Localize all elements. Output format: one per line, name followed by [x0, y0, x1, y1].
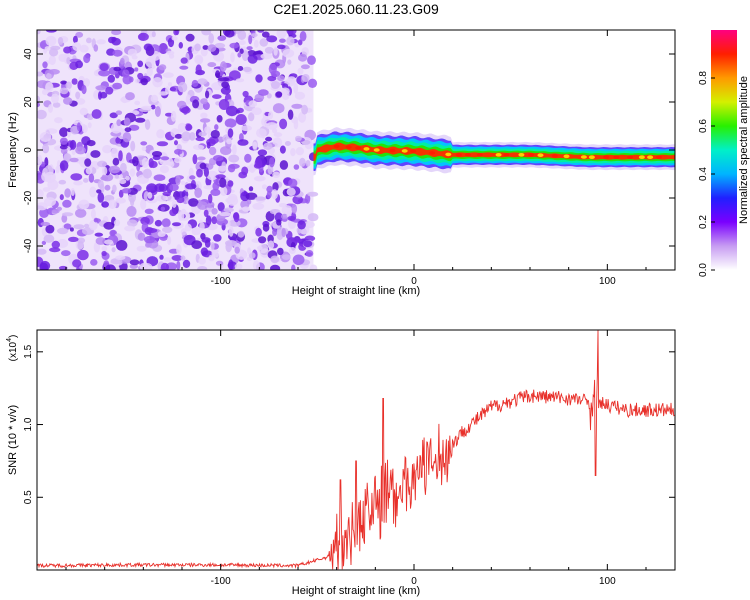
spectrogram-x-tick-label: 100 [599, 276, 616, 287]
ridge-hotspot [363, 147, 370, 151]
ridge-hotspot [638, 155, 645, 159]
snr-y-tick-label: 1.5 [23, 344, 34, 358]
svg-text:(x104): (x104) [6, 335, 19, 362]
ridge-hotspot [333, 144, 340, 149]
ridge-hotspot [476, 153, 483, 157]
snr-x-tick-label: -100 [211, 576, 231, 587]
spectrogram-y-tick-label: 20 [23, 96, 34, 108]
ridge-hotspot [495, 153, 502, 157]
colorbar-ticks: 0.0 0.2 0.4 0.6 0.8 [698, 71, 715, 277]
spectrogram-signal-ridge [313, 127, 675, 176]
spectrogram-noise-field [37, 30, 319, 270]
ridge-hotspot [563, 154, 570, 159]
spectrogram-y-tick-label: -40 [23, 238, 34, 253]
colorbar-tick-label: 0.2 [698, 215, 709, 229]
snr-y-axis-label: SNR (10 * v/v) [7, 405, 19, 475]
ridge-hotspot [345, 145, 352, 149]
snr-ticks: -100 0 100 0.5 1.0 1.5 [23, 330, 675, 587]
spectrogram-panel: -100 0 100 -40 -20 0 20 40 Height of straight l… [7, 29, 676, 297]
spectrogram-x-axis-label: Height of straight line (km) [292, 285, 420, 297]
ridge-hotspot [603, 155, 610, 159]
colorbar-label: Normalized spectral amplitude [738, 76, 750, 224]
snr-x-tick-label: 0 [411, 576, 417, 587]
colorbar-tick-label: 0.4 [698, 167, 709, 181]
ridge-hotspot [647, 155, 654, 159]
spectrogram-x-tick-label: -100 [211, 276, 231, 287]
ridge-hotspot [655, 155, 662, 159]
snr-y-tick-label: 1.0 [23, 417, 34, 431]
snr-multiplier-base: (x10 [8, 341, 19, 361]
ridge-hotspot [613, 155, 620, 159]
ridge-hotspot [389, 148, 396, 153]
snr-y-tick-label: 0.5 [23, 490, 34, 504]
ridge-hotspot [373, 148, 380, 152]
snr-multiplier-exponent: 4 [6, 338, 13, 342]
ridge-hotspot [455, 153, 462, 157]
colorbar-tick-label: 0.8 [698, 71, 709, 85]
ridge-hotspot [429, 151, 436, 155]
ridge-hotspot [355, 146, 362, 150]
ridge-hotspot [528, 153, 534, 157]
snr-frame [36, 329, 676, 571]
ridge-hotspot [465, 153, 471, 157]
snr-panel: -100 0 100 0.5 1.0 1.5 Height of straight lin… [6, 329, 676, 597]
ridge-hotspot [503, 153, 510, 157]
ridge-hotspot [537, 153, 544, 157]
colorbar-gradient [711, 30, 737, 270]
ridge-hotspot [410, 149, 417, 153]
ridge-hotspot [551, 154, 558, 158]
snr-multiplier-close: ) [8, 335, 19, 338]
spectrogram-ticks: -100 0 100 -40 -20 0 20 40 [23, 30, 675, 287]
spectrogram-y-axis-label: Frequency (Hz) [7, 112, 19, 188]
figure-title: C2E1.2025.060.11.23.G09 [273, 1, 439, 17]
ridge-hotspot [580, 155, 587, 159]
spectrogram-y-tick-label: 40 [23, 48, 34, 60]
ridge-hotspot [445, 152, 452, 157]
spectrogram-y-tick-label: 0 [23, 147, 34, 153]
colorbar-tick-label: 0.0 [698, 263, 709, 277]
ridge-hotspot [627, 155, 634, 159]
ridge-hotspot [588, 155, 595, 159]
colorbar-tick-label: 0.6 [698, 119, 709, 133]
ridge-hotspot [518, 153, 525, 157]
snr-x-axis-label: Height of straight line (km) [292, 585, 420, 597]
snr-series-line [37, 330, 675, 570]
snr-x-tick-label: 100 [599, 576, 616, 587]
spectrogram-marks [37, 30, 675, 270]
colorbar: 0.0 0.2 0.4 0.6 0.8 Normalized spectral ampl… [698, 30, 750, 277]
snr-multiplier: (x104) [6, 335, 19, 362]
spectrogram-y-tick-label: -20 [23, 190, 34, 205]
ridge-hotspot [401, 149, 408, 153]
spectrogram-x-tick-label: 0 [411, 276, 417, 287]
